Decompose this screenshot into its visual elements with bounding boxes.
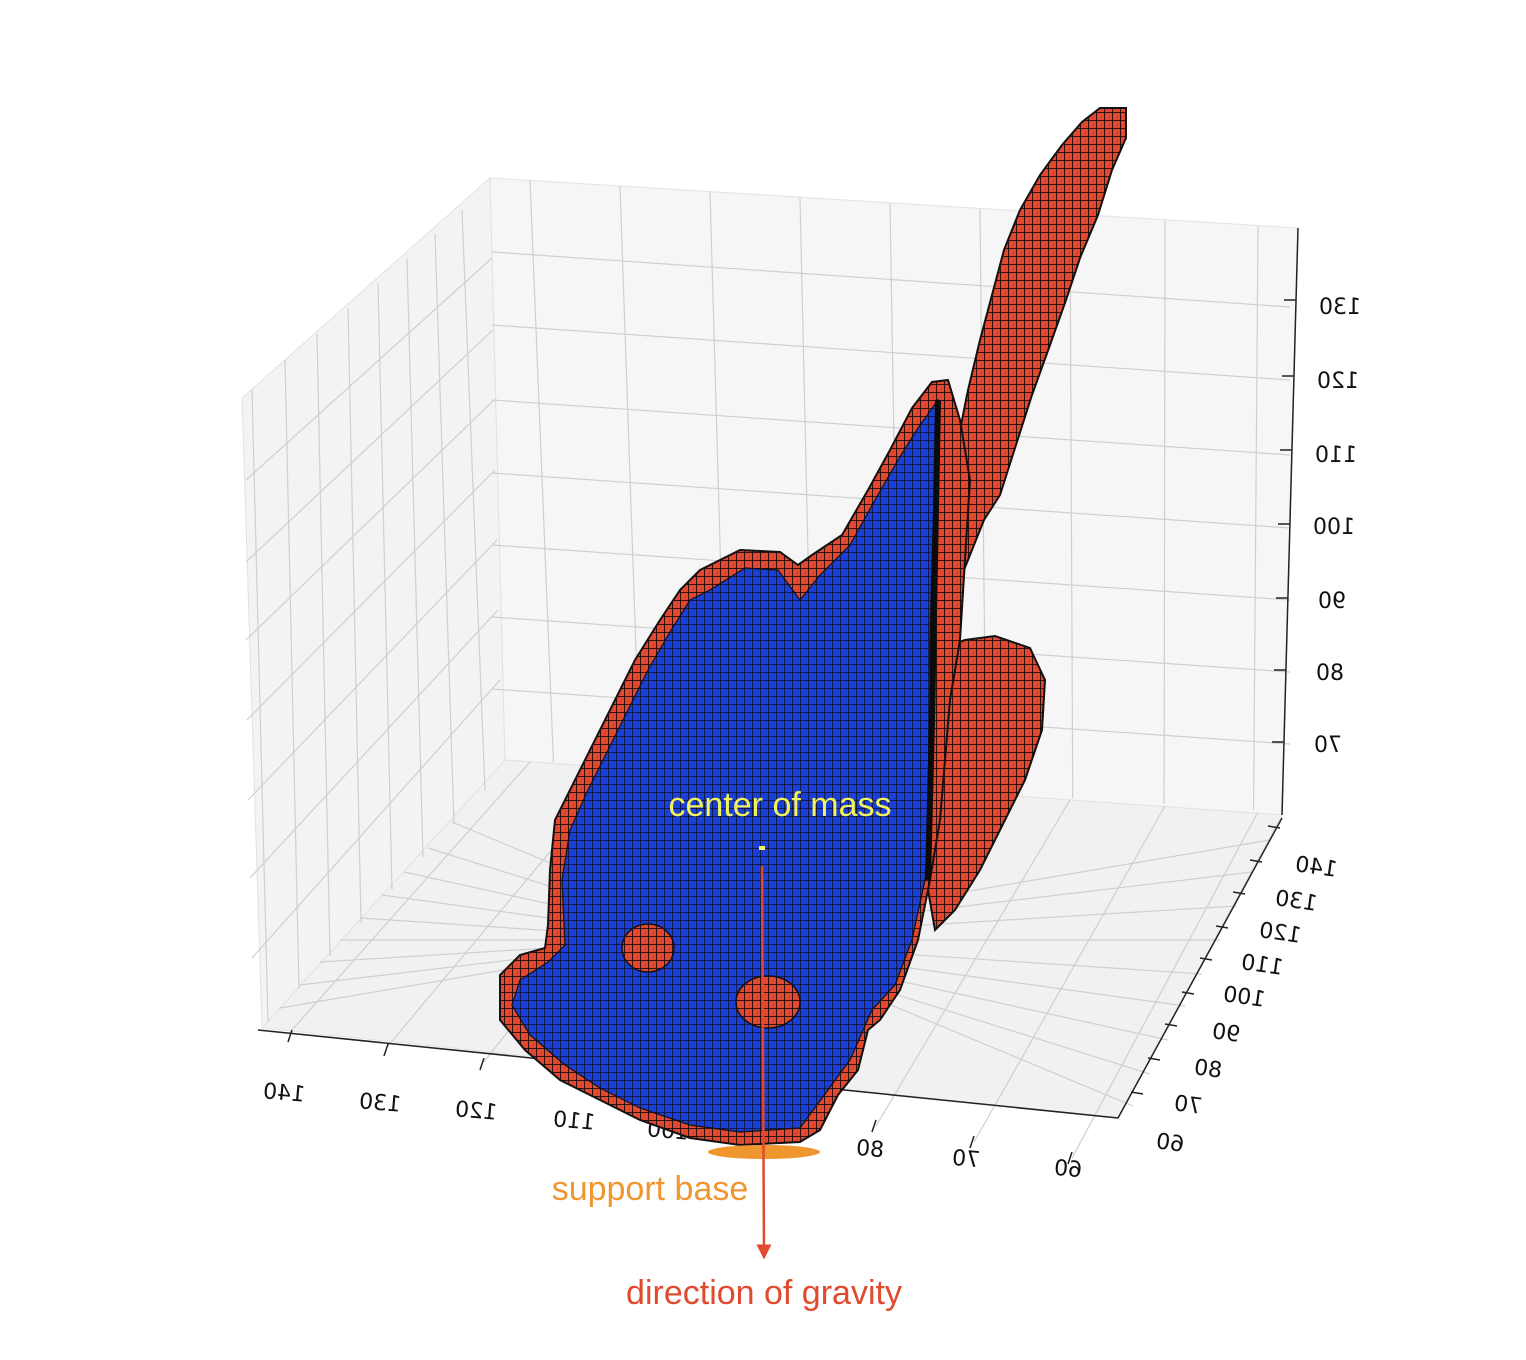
grid-line-floor-x <box>291 761 531 1031</box>
voxel-seam <box>925 399 941 881</box>
y-tick <box>1199 957 1213 961</box>
y-tick-label: 140 <box>1294 852 1339 883</box>
z-tick-label: 100 <box>1313 515 1355 540</box>
y-tick-label: 90 <box>1210 1019 1241 1048</box>
z-axis-line <box>1281 227 1299 816</box>
x-tick <box>1067 1151 1073 1165</box>
grid-line-back-h <box>491 399 1291 456</box>
x-tick <box>383 1043 389 1057</box>
y-tick <box>1267 825 1281 829</box>
y-tick <box>1215 925 1229 929</box>
z-tick-label: 90 <box>1318 589 1346 614</box>
grid-line-left-v <box>406 257 424 858</box>
annotations: center of mass support base direction of… <box>552 786 902 1312</box>
y-tick <box>1249 859 1263 863</box>
grid-line-floor-x <box>973 805 1166 1143</box>
y-tick <box>1130 1091 1144 1095</box>
x-tick-label: 70 <box>951 1146 981 1173</box>
grid-line-left-v <box>377 282 393 891</box>
x-tick <box>479 1057 485 1071</box>
grid-line-left-h <box>245 329 494 563</box>
grid-line-left-h <box>246 469 496 721</box>
x-tick-label: 110 <box>552 1107 596 1136</box>
grid-line-back-v <box>1163 220 1166 805</box>
y-tick <box>1232 891 1246 895</box>
grid-line-back-h <box>491 251 1291 308</box>
y-axis-line <box>1117 817 1283 1119</box>
grid-line-floor-x <box>1071 811 1259 1159</box>
grid-line-back-v <box>1252 225 1259 811</box>
grid-line-left-v <box>434 233 455 825</box>
grid-line-left-v <box>251 389 269 1023</box>
x-tick <box>969 1135 975 1149</box>
center-of-mass-label: center of mass <box>669 786 892 824</box>
z-tick-label: 70 <box>1314 733 1342 758</box>
grid-line-left-h <box>247 539 498 801</box>
z-tick-label: 120 <box>1317 369 1359 394</box>
voxel-side-block <box>926 634 1047 933</box>
grid-line-back-h <box>491 324 1291 381</box>
y-tick-label: 120 <box>1258 918 1303 949</box>
x-tick-label: 130 <box>358 1089 402 1118</box>
center-of-mass-marker <box>759 846 765 850</box>
y-tick-label: 70 <box>1172 1091 1203 1120</box>
y-tick-label: 60 <box>1154 1129 1185 1158</box>
x-tick-label: 120 <box>454 1097 498 1126</box>
y-tick <box>1164 1023 1178 1027</box>
voxel-body-face <box>511 398 939 1133</box>
grid-line-left-h <box>251 679 501 959</box>
voxel-hole-center <box>735 975 801 1029</box>
grid-line-left-h <box>249 609 499 879</box>
grid-line-left-v <box>316 333 331 957</box>
z-tick-label: 80 <box>1316 661 1344 686</box>
x-tick <box>871 1119 877 1133</box>
grid-line-left-v <box>347 307 362 924</box>
y-tick-label: 110 <box>1240 950 1285 981</box>
x-tick-label: 80 <box>855 1136 885 1163</box>
grid-line-back-v <box>529 179 555 763</box>
y-tick-label: 100 <box>1222 982 1267 1013</box>
voxel-object <box>499 107 1127 1147</box>
grid-line-left-v <box>461 209 486 792</box>
grid-line-back-v <box>1069 214 1074 799</box>
x-tick-label: 140 <box>262 1079 306 1108</box>
grid-line-left-h <box>245 257 493 481</box>
grid-line-left-h <box>245 399 495 641</box>
y-tick-label: 130 <box>1274 886 1319 917</box>
voxel-hole-left <box>621 923 675 973</box>
z-tick-label: 110 <box>1315 443 1357 468</box>
y-tick <box>1181 991 1195 995</box>
z-tick-label: 130 <box>1319 295 1361 320</box>
support-base-label: support base <box>552 1170 749 1208</box>
grid-line-floor-x <box>875 799 1071 1127</box>
x-tick <box>287 1029 293 1043</box>
gravity-label: direction of gravity <box>626 1274 902 1312</box>
y-tick <box>1147 1057 1161 1061</box>
y-tick-label: 80 <box>1192 1055 1223 1084</box>
x-tick-label: 60 <box>1053 1156 1083 1183</box>
gravity-arrow <box>756 865 772 1260</box>
